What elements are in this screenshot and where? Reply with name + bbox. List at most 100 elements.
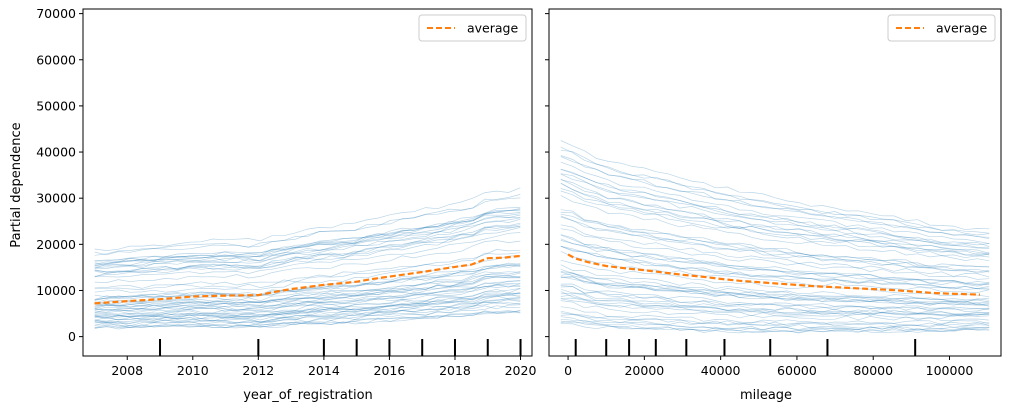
ice-curve (560, 224, 990, 278)
ice-curve (560, 298, 990, 319)
ice-curve (560, 188, 990, 256)
ice-curve (560, 322, 990, 334)
ice-curve (94, 299, 521, 323)
ice-curve (560, 292, 990, 315)
y-tick-label: 40000 (36, 145, 76, 160)
ice-curve (560, 316, 990, 331)
ice-curve (94, 283, 521, 313)
ice-curve (560, 156, 990, 240)
ice-curve (94, 265, 521, 301)
ice-curve (560, 276, 990, 306)
ice-curve (94, 271, 521, 304)
ice-curve (560, 314, 990, 329)
ice-curve (94, 310, 521, 330)
ice-curve (560, 320, 990, 333)
ice-curve (560, 320, 990, 333)
ice-curve (94, 280, 521, 311)
ice-curve (560, 288, 990, 315)
legend-label: average (936, 21, 987, 36)
ice-curve (94, 262, 521, 298)
ice-curve (94, 288, 521, 315)
y-tick-label: 60000 (36, 52, 76, 67)
ice-curve (94, 283, 521, 312)
legend: average (887, 14, 996, 42)
ice-curve (94, 292, 521, 318)
ice-curve (94, 291, 521, 318)
ice-curve (560, 182, 990, 256)
x-tick-label: 2016 (374, 363, 406, 378)
ice-curve (94, 207, 521, 262)
ice-curve (560, 245, 990, 291)
ice-curve (94, 263, 521, 300)
ice-curve (94, 310, 521, 329)
ice-curve (560, 310, 990, 327)
ice-curve (560, 245, 990, 289)
x-tick-label: 2018 (439, 363, 471, 378)
ice-curve (560, 297, 990, 317)
ice-curve (560, 216, 990, 274)
y-tick-label: 50000 (36, 98, 76, 113)
ice-curve (560, 146, 990, 234)
ice-curve (94, 194, 521, 256)
ice-curve (560, 190, 990, 259)
ice-curve (94, 305, 521, 327)
ice-curve (560, 228, 990, 280)
ice-curve (560, 268, 990, 303)
average-line (567, 253, 981, 296)
ice-curve (94, 294, 521, 318)
y-tick-label: 10000 (36, 283, 76, 298)
ice-curve (94, 232, 521, 278)
plot-area (94, 187, 521, 330)
ice-curve (94, 197, 521, 256)
ice-curve (560, 245, 990, 290)
x-tick-label: 40000 (701, 363, 741, 378)
ice-curve (94, 263, 521, 300)
ice-curve (560, 286, 990, 312)
ice-curve (560, 259, 990, 298)
ice-curve (560, 318, 990, 331)
ice-curve (94, 301, 521, 324)
plot-area (560, 140, 990, 334)
legend-label: average (467, 21, 518, 36)
ice-curve (94, 276, 521, 308)
ice-curve (94, 294, 521, 320)
ice-curve (94, 279, 521, 309)
y-tick-label: 70000 (36, 6, 76, 21)
ice-curve (560, 283, 990, 310)
x-tick-label: 2008 (111, 363, 143, 378)
x-tick-label: 80000 (853, 363, 893, 378)
ice-curve (94, 225, 521, 277)
x-tick-label: 2020 (505, 363, 537, 378)
ice-curve (94, 276, 521, 307)
ice-curve (560, 276, 990, 307)
ice-curve (94, 225, 521, 273)
ice-curve (560, 251, 990, 293)
ice-curve (560, 300, 990, 321)
axes-frame (548, 8, 1002, 357)
ice-curve (94, 272, 521, 304)
ice-curve (560, 168, 990, 246)
ice-curve (560, 155, 990, 238)
ice-curve (560, 168, 990, 247)
ice-curve (94, 292, 521, 317)
x-axis-label: year_of_registration (243, 388, 373, 403)
ice-curve (560, 173, 990, 248)
ice-curve (560, 149, 990, 236)
panel-mileage: 0 20000 40000 60000 80000 100000 average (545, 8, 1002, 378)
ice-curve (94, 222, 521, 273)
ice-curve (560, 238, 990, 287)
ice-curve (560, 195, 990, 262)
ice-curve (560, 312, 990, 327)
x-tick-label: 2012 (242, 363, 274, 378)
ice-curve (94, 213, 521, 265)
ice-curve (560, 209, 990, 268)
ice-curve (560, 285, 990, 310)
ice-curve (560, 234, 990, 284)
legend: average (418, 14, 527, 42)
ice-curve (94, 284, 521, 312)
ice-curve (94, 310, 521, 329)
ice-curve (560, 215, 990, 273)
ice-curve (94, 295, 521, 321)
ice-curve (94, 249, 521, 289)
ice-curve (94, 301, 521, 324)
